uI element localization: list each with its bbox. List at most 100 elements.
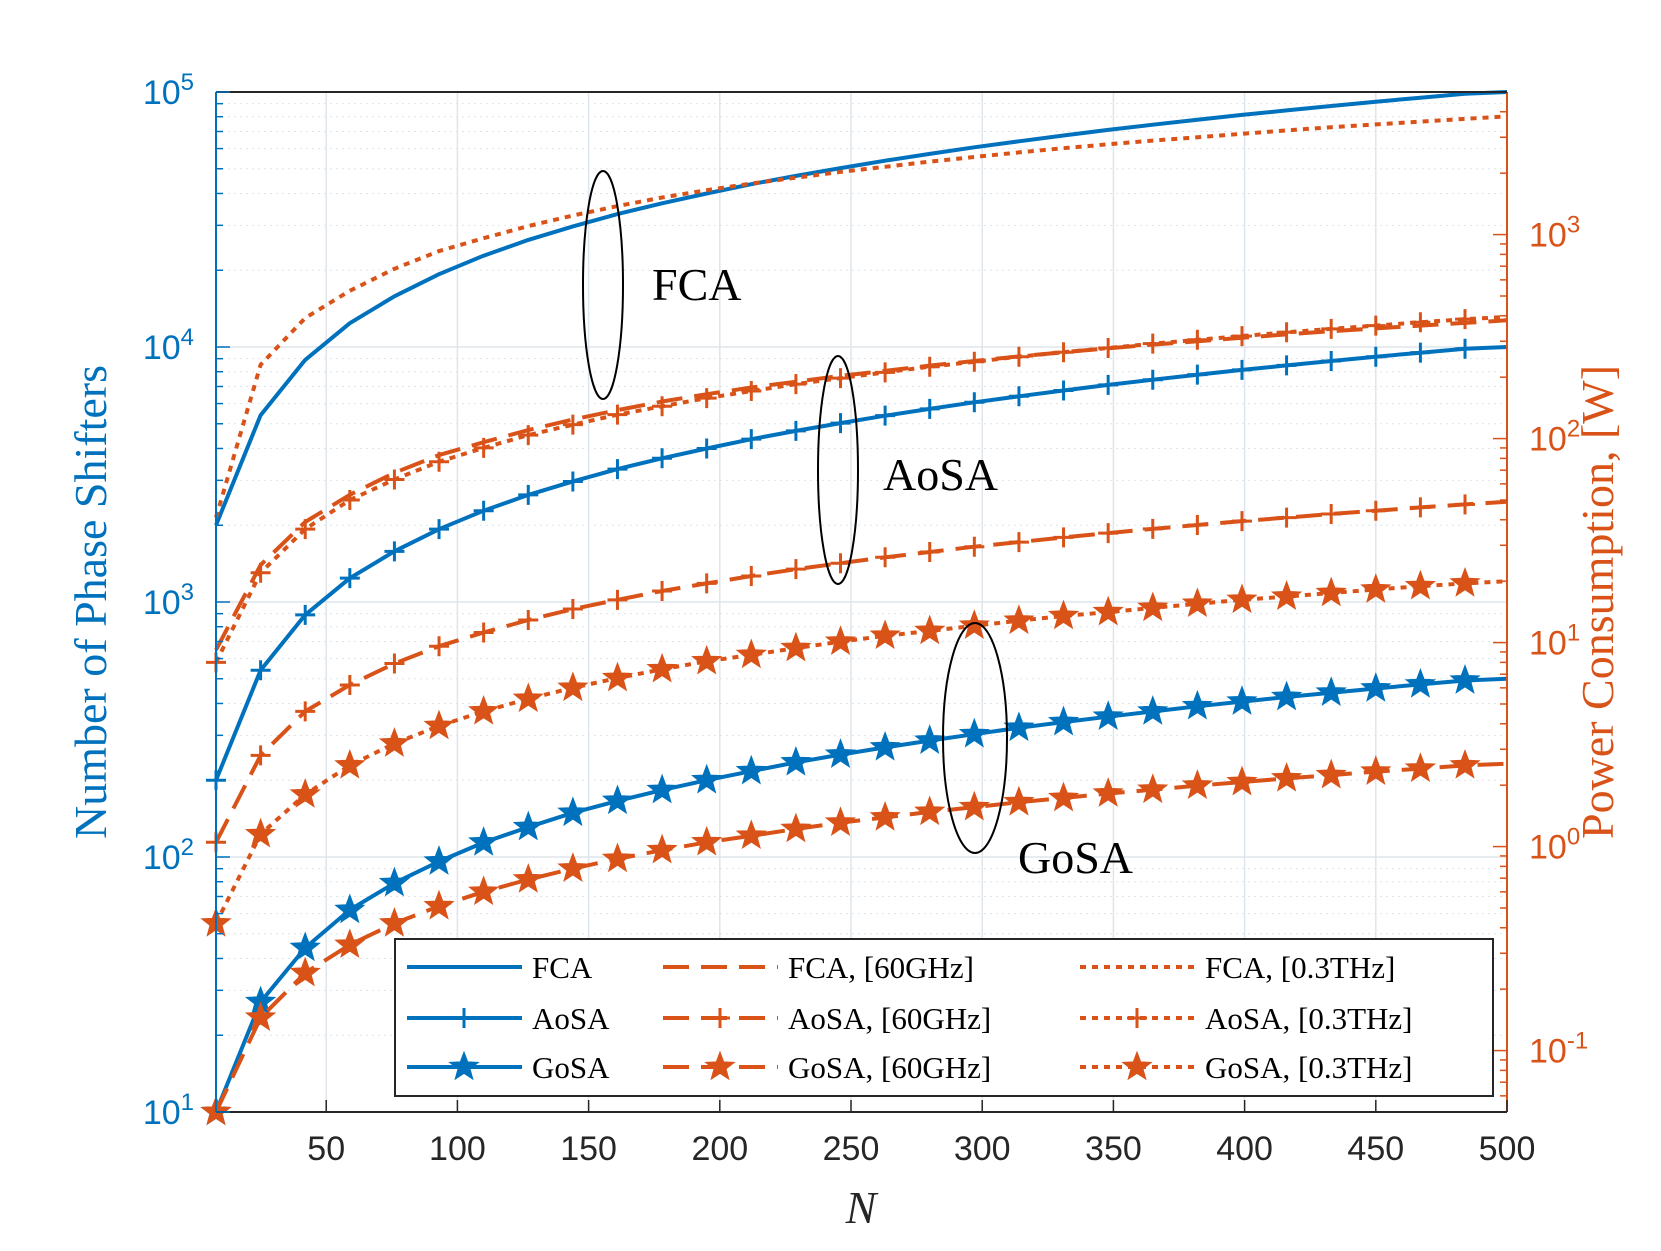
x-tick-label: 100 bbox=[429, 1130, 486, 1168]
data-point-gosa-0-3thz bbox=[601, 661, 634, 692]
y-tick-label-left: 103 bbox=[143, 579, 194, 622]
data-point-aosa-60ghz bbox=[607, 589, 628, 610]
data-point-gosa bbox=[1226, 685, 1258, 715]
data-point-aosa-60ghz bbox=[1276, 507, 1297, 528]
data-point-aosa bbox=[384, 541, 405, 562]
data-point-aosa-0-3thz bbox=[1365, 315, 1386, 336]
data-point-aosa-0-3thz bbox=[295, 519, 316, 540]
data-point-aosa bbox=[1276, 355, 1297, 376]
data-point-gosa bbox=[1315, 676, 1347, 706]
data-point-gosa-60ghz bbox=[646, 833, 678, 864]
data-point-gosa-0-3thz bbox=[289, 778, 321, 808]
data-point-gosa bbox=[958, 717, 990, 748]
data-point-aosa-0-3thz bbox=[1410, 312, 1431, 333]
data-point-aosa-60ghz bbox=[652, 581, 673, 602]
data-point-gosa-60ghz bbox=[1137, 773, 1169, 804]
data-point-aosa-60ghz bbox=[830, 553, 851, 574]
data-point-gosa bbox=[1181, 689, 1213, 720]
data-point-aosa-60ghz bbox=[1321, 503, 1342, 524]
data-point-gosa-0-3thz bbox=[557, 671, 589, 702]
data-point-gosa-60ghz bbox=[468, 875, 500, 906]
data-point-gosa bbox=[423, 845, 455, 875]
legend-item-gosa-60ghz[interactable]: GoSA, [60GHz] bbox=[663, 1050, 991, 1085]
data-point-gosa-0-3thz bbox=[378, 727, 411, 757]
data-point-aosa bbox=[562, 471, 583, 492]
legend-item-gosa[interactable]: GoSA bbox=[407, 1050, 610, 1085]
series-gosa-0-3thz bbox=[200, 566, 1508, 937]
y-tick-label-left: 104 bbox=[143, 324, 194, 367]
legend-marker bbox=[454, 1008, 474, 1028]
data-point-aosa-0-3thz bbox=[785, 374, 806, 395]
data-point-aosa-60ghz bbox=[1187, 515, 1208, 536]
series-layer bbox=[200, 90, 1508, 1126]
data-point-aosa bbox=[1053, 380, 1074, 401]
data-point-gosa-60ghz bbox=[1092, 777, 1124, 807]
series-line-fca bbox=[214, 90, 1508, 526]
data-point-gosa-60ghz bbox=[1226, 765, 1258, 796]
data-point-gosa-60ghz bbox=[1360, 755, 1392, 785]
data-point-gosa bbox=[512, 810, 544, 841]
y-tick-label-right: 100 bbox=[1529, 824, 1580, 867]
data-point-gosa-0-3thz bbox=[780, 631, 812, 662]
data-point-gosa-0-3thz bbox=[646, 652, 678, 683]
data-point-gosa bbox=[780, 745, 812, 776]
data-point-gosa-0-3thz bbox=[1404, 569, 1437, 600]
data-point-aosa bbox=[339, 568, 360, 589]
legend-item-fca[interactable]: FCA bbox=[407, 950, 593, 985]
data-point-aosa bbox=[1098, 374, 1119, 395]
legend-item-fca-0-3thz[interactable]: FCA, [0.3THz] bbox=[1080, 950, 1395, 985]
data-point-gosa-0-3thz bbox=[958, 609, 990, 639]
data-point-aosa bbox=[518, 484, 539, 505]
x-tick-label: 350 bbox=[1085, 1130, 1142, 1168]
y-tick-label-left: 105 bbox=[143, 69, 194, 112]
legend-marker bbox=[710, 1008, 730, 1028]
x-tick-label: 150 bbox=[560, 1130, 617, 1168]
data-point-gosa bbox=[1449, 664, 1481, 694]
data-point-gosa bbox=[468, 826, 500, 856]
y-tick-label-left: 102 bbox=[143, 834, 194, 877]
data-point-gosa-0-3thz bbox=[1181, 587, 1213, 618]
data-point-gosa bbox=[735, 754, 767, 785]
series-line-aosa-60ghz bbox=[214, 499, 1508, 844]
legend-item-aosa-60ghz[interactable]: AoSA, [60GHz] bbox=[663, 1001, 991, 1036]
data-point-gosa-60ghz bbox=[334, 928, 366, 959]
y-tick-label-right: 103 bbox=[1529, 212, 1580, 255]
data-point-aosa-60ghz bbox=[1231, 511, 1252, 532]
data-point-gosa-60ghz bbox=[1181, 769, 1213, 799]
data-point-aosa-60ghz bbox=[1053, 527, 1074, 548]
legend-item-aosa-0-3thz[interactable]: AoSA, [0.3THz] bbox=[1080, 1001, 1413, 1036]
data-point-gosa-60ghz bbox=[244, 1001, 277, 1031]
x-tick-label: 450 bbox=[1347, 1130, 1404, 1168]
data-point-aosa-0-3thz bbox=[250, 562, 271, 583]
data-point-aosa-60ghz bbox=[1098, 523, 1119, 544]
data-point-aosa bbox=[1187, 364, 1208, 385]
data-point-aosa-0-3thz bbox=[607, 404, 628, 425]
data-point-aosa bbox=[696, 438, 717, 459]
data-point-aosa-60ghz bbox=[295, 701, 316, 722]
data-point-aosa-0-3thz bbox=[384, 469, 405, 490]
data-point-gosa-0-3thz bbox=[1092, 595, 1124, 626]
series-fca bbox=[214, 90, 1508, 526]
data-point-gosa-60ghz bbox=[512, 863, 544, 893]
data-point-gosa bbox=[1003, 711, 1035, 742]
data-point-aosa bbox=[295, 604, 316, 625]
legend-label: GoSA, [60GHz] bbox=[788, 1050, 991, 1085]
legend-item-aosa[interactable]: AoSA bbox=[407, 1001, 610, 1036]
data-point-aosa-0-3thz bbox=[1142, 333, 1163, 354]
x-tick-label: 50 bbox=[307, 1130, 345, 1168]
data-point-aosa-60ghz bbox=[562, 599, 583, 620]
legend-item-gosa-0-3thz[interactable]: GoSA, [0.3THz] bbox=[1080, 1050, 1413, 1085]
legend-label: GoSA, [0.3THz] bbox=[1205, 1050, 1413, 1085]
data-point-aosa bbox=[473, 500, 494, 521]
annotation-ellipse-gosa bbox=[942, 622, 1008, 854]
legend-item-fca-60ghz[interactable]: FCA, [60GHz] bbox=[663, 950, 974, 985]
y-tick-label-right: 102 bbox=[1529, 416, 1580, 459]
data-point-aosa-0-3thz bbox=[875, 362, 896, 383]
data-point-gosa-60ghz bbox=[1404, 752, 1437, 782]
data-point-aosa-60ghz bbox=[785, 559, 806, 580]
data-point-aosa bbox=[1455, 338, 1476, 359]
data-point-aosa-0-3thz bbox=[919, 356, 940, 377]
data-point-gosa-0-3thz bbox=[1449, 566, 1481, 597]
data-point-aosa-0-3thz bbox=[1098, 338, 1119, 359]
